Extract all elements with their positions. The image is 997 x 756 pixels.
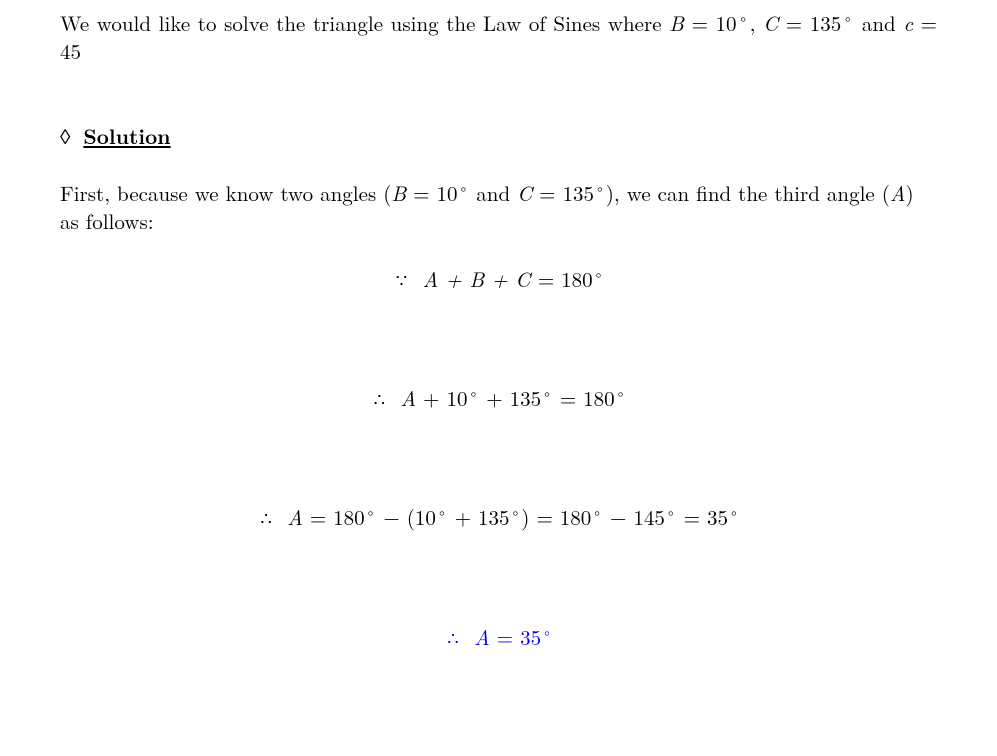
diamond-icon: ◊: [60, 121, 70, 151]
eq-text: + 135: [448, 502, 510, 532]
equation-2: ∴A + 10◦ + 135◦ = 180◦: [60, 383, 937, 412]
solution-intro: First, because we know two angles (B = 1…: [60, 178, 937, 236]
degree-symbol: ◦: [541, 382, 553, 403]
therefore-symbol: ∴: [371, 388, 389, 412]
var-B: B: [669, 8, 684, 38]
equation-result: ∴ A = 35◦: [60, 622, 937, 651]
equation-1: ∵ A + B + C = 180◦: [60, 264, 937, 293]
degree-symbol: ◦: [436, 501, 448, 522]
var-B: B: [391, 178, 406, 208]
and-text: and: [469, 178, 517, 208]
comma: ,: [750, 8, 763, 38]
degree-symbol: ◦: [458, 177, 470, 198]
eq-expr: A + B + C: [423, 264, 538, 294]
solution-label: Solution: [83, 121, 170, 151]
eq-text: = 180: [538, 264, 593, 294]
eq-text: = 10: [684, 8, 737, 38]
degree-symbol: ◦: [510, 501, 522, 522]
degree-symbol: ◦: [365, 501, 377, 522]
degree-symbol: ◦: [467, 382, 479, 403]
eq-text: + 10: [416, 383, 467, 413]
var-A: A: [890, 178, 906, 208]
eq-text: = 35: [490, 622, 541, 652]
degree-symbol: ◦: [615, 382, 627, 403]
intro-pre: First, because we know two angles (: [60, 178, 391, 208]
var-c: c: [903, 8, 913, 38]
degree-symbol: ◦: [593, 263, 605, 284]
eq-text: + 135: [479, 383, 541, 413]
therefore-symbol: ∴: [444, 627, 462, 651]
degree-symbol: ◦: [541, 621, 553, 642]
eq-text: − 145: [603, 502, 665, 532]
because-symbol: ∵: [393, 269, 411, 293]
var-A: A: [287, 502, 303, 532]
problem-text-pre: We would like to solve the triangle usin…: [60, 8, 669, 38]
therefore-symbol: ∴: [257, 507, 275, 531]
degree-symbol: ◦: [737, 7, 750, 28]
eq-text: − (10: [376, 502, 436, 532]
var-C: C: [763, 8, 778, 38]
solution-header: ◊ Solution: [60, 122, 937, 150]
degree-symbol: ◦: [841, 7, 854, 28]
degree-symbol: ◦: [594, 177, 606, 198]
intro-eq: = 135: [532, 178, 594, 208]
eq-text: = 180: [303, 502, 365, 532]
intro-eq: = 10: [406, 178, 457, 208]
eq-text: = 180: [553, 383, 615, 413]
degree-symbol: ◦: [665, 501, 677, 522]
degree-symbol: ◦: [591, 501, 603, 522]
problem-statement: We would like to solve the triangle usin…: [60, 8, 937, 66]
intro-mid: ), we can find the third angle (: [606, 178, 890, 208]
equation-3: ∴A = 180◦ − (10◦ + 135◦) = 180◦ − 145◦ =…: [60, 502, 937, 531]
var-A: A: [474, 622, 490, 652]
degree-symbol: ◦: [728, 501, 740, 522]
var-A: A: [401, 383, 417, 413]
var-C: C: [517, 178, 532, 208]
eq-text: = 135: [778, 8, 841, 38]
eq-text: = 35: [677, 502, 728, 532]
and-text: and: [854, 8, 903, 38]
eq-text: ) = 180: [521, 502, 591, 532]
